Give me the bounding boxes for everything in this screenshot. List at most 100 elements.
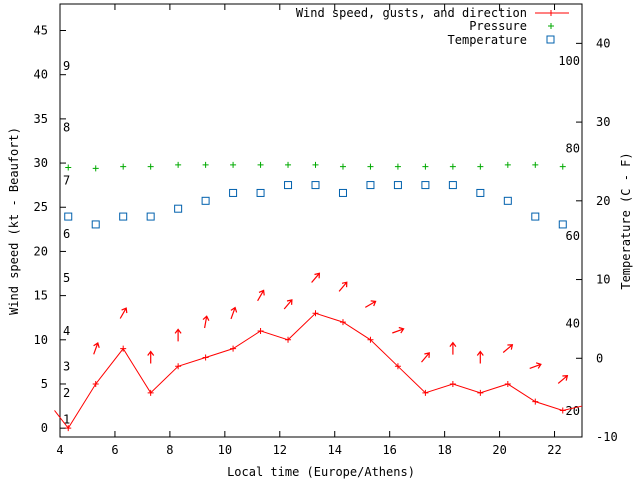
- pressure-point: [285, 161, 292, 168]
- wind-direction-arrow: [476, 350, 484, 364]
- temperature-point: [119, 212, 128, 221]
- wind-speed-point: [422, 389, 429, 396]
- pressure-point: [147, 163, 154, 170]
- temperature-point: [146, 212, 155, 221]
- x-tick-label: 8: [166, 443, 173, 457]
- wind-direction-arrow: [364, 300, 377, 308]
- pressure-point: [257, 161, 264, 168]
- y2-tick-label: 10: [596, 273, 610, 287]
- x-tick-label: 22: [547, 443, 561, 457]
- legend-marker-pressure: [548, 23, 554, 29]
- beaufort-label: 6: [63, 227, 70, 241]
- wind-speed-line: [54, 312, 583, 430]
- temperature-point: [558, 220, 567, 229]
- temperature-point: [284, 181, 293, 190]
- wind-speed-point: [477, 389, 484, 396]
- beaufort-label: 7: [63, 174, 70, 188]
- wind-speed-point: [394, 363, 401, 370]
- pressure-point: [477, 163, 484, 170]
- x-tick-label: 14: [328, 443, 342, 457]
- wind-direction-arrow: [311, 272, 321, 283]
- wind-speed-point: [65, 425, 72, 432]
- x-tick-label: 12: [273, 443, 287, 457]
- pressure-point: [367, 163, 374, 170]
- y2-tick-label: -10: [596, 430, 618, 444]
- wind-speed-point: [257, 327, 264, 334]
- wind-direction-arrow: [202, 315, 210, 329]
- x-tick-label: 18: [437, 443, 451, 457]
- y-tick-label: 15: [34, 289, 48, 303]
- y-tick-label: 20: [34, 244, 48, 258]
- pressure-point: [65, 164, 72, 171]
- legend-label-temperature: Temperature: [448, 33, 527, 47]
- wind-direction-arrow: [392, 326, 405, 334]
- temperature-point: [311, 181, 320, 190]
- axes: 4 6 8 10 12 14 16 18 20 22051015202530354045-1001…: [34, 4, 618, 457]
- temperature-point: [174, 204, 183, 213]
- y2-tick-label: 20: [596, 194, 610, 208]
- temperature-point: [476, 188, 485, 197]
- fahrenheit-label: 100: [558, 54, 580, 68]
- wind-direction-arrow: [174, 328, 182, 342]
- wind-speed-point: [559, 407, 566, 414]
- pressure-point: [120, 163, 127, 170]
- pressure-point: [312, 161, 319, 168]
- wind-direction-arrow: [449, 341, 457, 355]
- wind-speed-point: [367, 336, 374, 343]
- pressure-point: [532, 161, 539, 168]
- wind-direction-arrow: [230, 306, 238, 320]
- y-axis-label: Wind speed (kt - Beaufort): [7, 127, 21, 315]
- temperature-point: [531, 212, 540, 221]
- legend-marker-wind: [548, 10, 554, 16]
- wind-speed-point: [285, 336, 292, 343]
- wind-direction-arrow: [557, 375, 569, 384]
- wind-speed-point: [230, 345, 237, 352]
- wind-speed-point: [202, 354, 209, 361]
- x-tick-label: 6: [111, 443, 118, 457]
- wind-speed-point: [92, 380, 99, 387]
- temperature-point: [503, 196, 512, 205]
- legend-label-pressure: Pressure: [469, 19, 527, 33]
- pressure-point: [394, 163, 401, 170]
- temperature-point: [256, 188, 265, 197]
- wind-speed-point: [147, 389, 154, 396]
- data-marks: [54, 161, 583, 432]
- y2-tick-label: 40: [596, 36, 610, 50]
- temperature-point: [201, 196, 210, 205]
- y-tick-label: 25: [34, 200, 48, 214]
- pressure-point: [339, 163, 346, 170]
- legend: Wind speed, gusts, and direction Pressur…: [296, 6, 569, 47]
- y2-tick-label: 30: [596, 115, 610, 129]
- pressure-point: [202, 161, 209, 168]
- fahrenheit-label: 60: [566, 229, 580, 243]
- wind-speed-point: [532, 398, 539, 405]
- beaufort-label: 9: [63, 59, 70, 73]
- wind-direction-arrow: [338, 281, 348, 292]
- temperature-point: [91, 220, 100, 229]
- wind-direction-arrow: [529, 362, 542, 369]
- y2-axis-label: Temperature (C - F): [619, 152, 633, 289]
- beaufort-label: 4: [63, 324, 70, 338]
- x-tick-label: 20: [492, 443, 506, 457]
- y-tick-label: 30: [34, 156, 48, 170]
- pressure-point: [422, 163, 429, 170]
- legend-label-wind: Wind speed, gusts, and direction: [296, 6, 527, 20]
- pressure-point: [92, 165, 99, 172]
- plot-frame: [59, 3, 583, 438]
- legend-marker-temperature: [546, 35, 555, 44]
- fahrenheit-label: 20: [566, 404, 580, 418]
- temperature-point: [448, 181, 457, 190]
- x-axis-label: Local time (Europe/Athens): [227, 465, 415, 479]
- pressure-point: [449, 163, 456, 170]
- beaufort-label: 1: [63, 412, 70, 426]
- pressure-point: [230, 161, 237, 168]
- y2-tick-label: 0: [596, 351, 603, 365]
- x-tick-label: 16: [382, 443, 396, 457]
- temperature-point: [366, 181, 375, 190]
- pressure-point: [504, 161, 511, 168]
- fahrenheit-label: 40: [566, 316, 580, 330]
- temperature-point: [229, 188, 238, 197]
- beaufort-label: 3: [63, 359, 70, 373]
- wind-direction-arrow: [283, 299, 293, 310]
